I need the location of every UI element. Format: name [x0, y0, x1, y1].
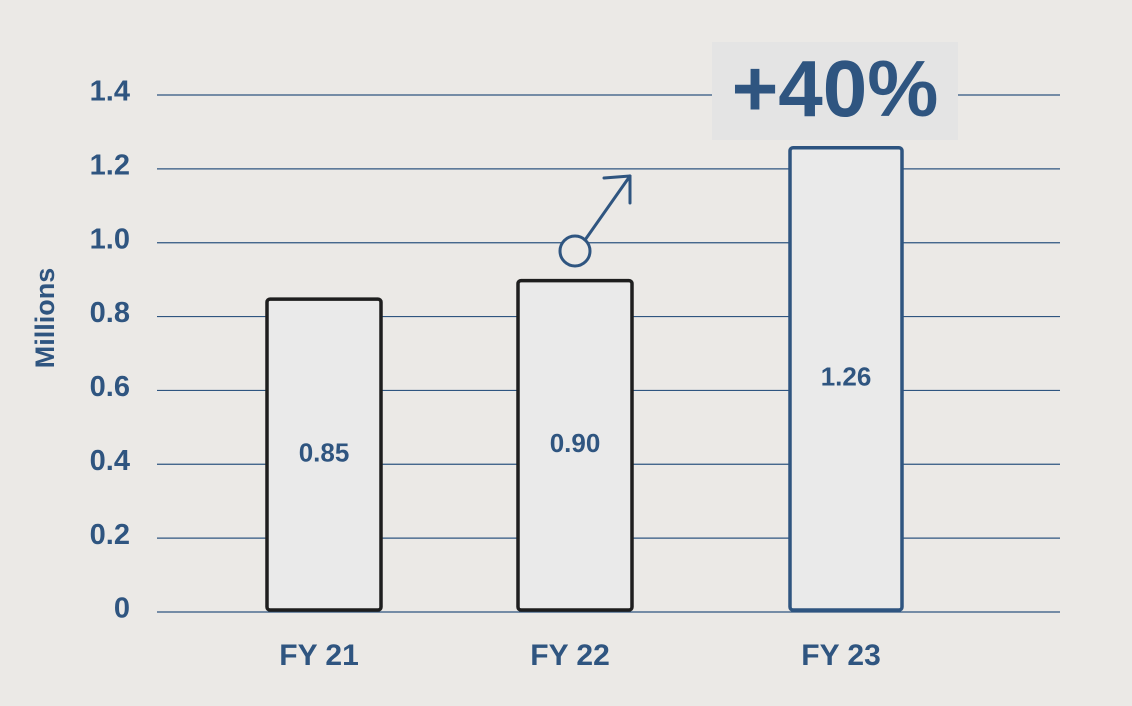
annotation-box [712, 42, 958, 140]
growth-percentage: +40% [732, 44, 939, 133]
y-axis-title: Millions [30, 268, 60, 369]
bar-value-label: 0.90 [550, 428, 601, 458]
bar-value-label: 1.26 [821, 362, 872, 392]
arrow-up-right-icon [558, 174, 632, 268]
bar [265, 297, 383, 612]
bar [788, 145, 904, 612]
arrow-icon-circle [558, 234, 592, 268]
growth-annotation: +40% [712, 42, 958, 140]
y-tick-label: 1.0 [90, 223, 130, 255]
y-tick-label: 0.2 [90, 519, 130, 551]
y-axis-ticks: 0 0.2 0.4 0.6 0.8 1.0 1.2 1.4 [90, 76, 130, 625]
x-tick-label: FY 22 [530, 639, 610, 672]
y-tick-label: 1.2 [90, 150, 130, 182]
bar-value-label: 0.85 [299, 437, 350, 467]
y-tick-label: 0 [114, 593, 130, 625]
bar [516, 278, 634, 612]
y-tick-label: 0.8 [90, 297, 130, 329]
arrow-icon-shaft [583, 174, 632, 242]
arrow-icon-head [602, 174, 632, 205]
y-tick-label: 1.4 [90, 76, 130, 108]
y-tick-label: 0.6 [90, 371, 130, 403]
x-tick-label: FY 23 [801, 639, 881, 672]
bars: 0.85 0.90 1.26 [265, 145, 904, 612]
x-axis-categories: FY 21 FY 22 FY 23 [279, 639, 881, 672]
x-tick-label: FY 21 [279, 639, 359, 672]
y-tick-label: 0.4 [90, 445, 130, 477]
